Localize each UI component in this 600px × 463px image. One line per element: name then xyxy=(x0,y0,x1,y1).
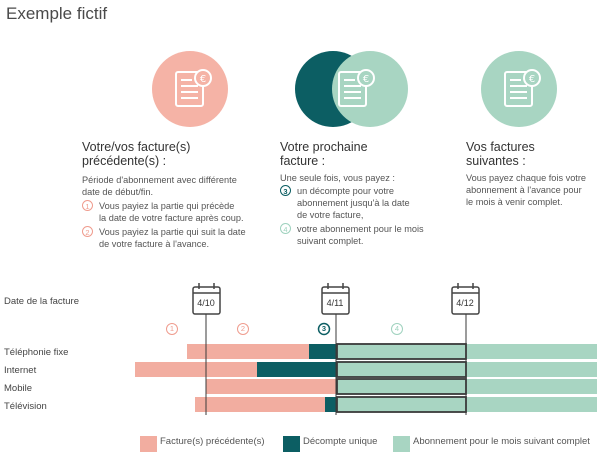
col1-text: Période d'abonnement avec différente dat… xyxy=(82,174,272,250)
next-invoice-icon: € xyxy=(295,51,408,127)
col3-text: Vous payez chaque fois votre abonnement … xyxy=(466,173,587,207)
list-item: 3 un décompte pour votre abonnement jusq… xyxy=(280,185,450,221)
calendar-icon xyxy=(321,283,350,315)
phase-number: 3 xyxy=(321,324,327,333)
list-item: 1 Vous payiez la partie qui précède la d… xyxy=(82,200,272,224)
col2-title: Votre prochaine facture : xyxy=(280,140,368,168)
col2-text: Une seule fois, vous payez : 3 un décomp… xyxy=(280,172,450,247)
page-title: Exemple fictif xyxy=(6,4,108,23)
list-item: 2 Vous payiez la partie qui suit la date… xyxy=(82,226,272,250)
row-label: Mobile xyxy=(4,383,32,394)
row-label: Télévision xyxy=(4,401,47,412)
col1-title: Votre/vos facture(s) précédente(s) : xyxy=(82,140,191,168)
step-2-icon: 2 xyxy=(82,226,93,237)
row-label: Internet xyxy=(4,365,37,376)
date-4-12: 4/12 xyxy=(456,298,474,308)
date-label: Date de la facture xyxy=(4,296,79,307)
previous-invoice-icon: € xyxy=(152,51,228,127)
phase-number: 4 xyxy=(394,324,400,333)
date-4-10: 4/10 xyxy=(197,298,215,308)
phase-number: 1 xyxy=(169,324,175,333)
legend-swatch-single xyxy=(283,436,300,452)
step-4-icon: 4 xyxy=(280,223,291,234)
svg-text:€: € xyxy=(529,74,535,85)
timeline-chart xyxy=(135,283,597,415)
date-4-11: 4/11 xyxy=(326,298,344,308)
step-1-icon: 1 xyxy=(82,200,93,211)
legend-swatch-previous xyxy=(140,436,157,452)
list-item: 4 votre abonnement pour le mois suivant … xyxy=(280,223,450,247)
legend-label-previous: Facture(s) précédente(s) xyxy=(160,436,265,447)
legend-swatch-monthly xyxy=(393,436,410,452)
svg-text:€: € xyxy=(363,74,369,85)
legend-label-monthly: Abonnement pour le mois suivant complet xyxy=(413,436,590,447)
step-3-icon: 3 xyxy=(280,185,291,196)
following-invoices-icon: € xyxy=(481,51,557,127)
col3-title: Vos factures suivantes : xyxy=(466,140,535,168)
svg-text:€: € xyxy=(200,74,206,85)
row-label: Téléphonie fixe xyxy=(4,347,69,358)
legend-label-single: Décompte unique xyxy=(303,436,378,447)
phase-number: 2 xyxy=(240,324,246,333)
